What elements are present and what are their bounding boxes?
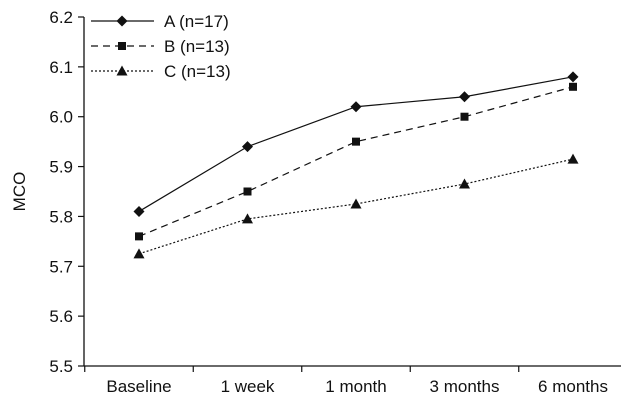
x-tick-label: 6 months xyxy=(538,377,608,396)
y-tick-label: 5.8 xyxy=(49,207,73,226)
data-point xyxy=(460,112,469,121)
legend-item: C (n=13) xyxy=(91,62,231,81)
series-line xyxy=(138,86,574,237)
series-b xyxy=(135,82,577,241)
series-a xyxy=(133,71,579,217)
data-point xyxy=(459,91,470,103)
legend-item: B (n=13) xyxy=(91,37,230,56)
legend-label: A (n=17) xyxy=(164,12,229,31)
y-tick-label: 6.0 xyxy=(49,108,73,127)
legend-marker xyxy=(116,65,128,76)
x-tick-label: 1 month xyxy=(325,377,386,396)
legend-marker xyxy=(118,42,126,50)
data-point xyxy=(133,248,145,259)
data-point xyxy=(243,187,252,196)
legend: A (n=17) B (n=13) C (n=13) xyxy=(91,12,231,81)
data-point xyxy=(133,205,145,217)
y-tick-label: 5.5 xyxy=(49,357,73,376)
series-group xyxy=(133,71,579,259)
x-axis-ticks: Baseline 1 week 1 month 3 months 6 months xyxy=(84,366,608,396)
data-point xyxy=(567,153,579,164)
y-axis-ticks: 5.5 5.6 5.7 5.8 5.9 6.0 6.1 6.2 xyxy=(49,8,84,376)
legend-marker xyxy=(116,15,128,27)
y-tick-label: 5.9 xyxy=(49,158,73,177)
x-tick-label: Baseline xyxy=(106,377,171,396)
legend-label: C (n=13) xyxy=(164,62,231,81)
data-point xyxy=(567,71,579,83)
axes xyxy=(83,17,621,367)
x-tick-label: 3 months xyxy=(430,377,500,396)
data-point xyxy=(350,101,362,113)
legend-label: B (n=13) xyxy=(164,37,230,56)
data-point xyxy=(350,198,362,209)
data-point xyxy=(352,137,360,146)
y-tick-label: 5.7 xyxy=(49,257,73,276)
data-point xyxy=(459,178,470,189)
data-point xyxy=(242,213,253,224)
y-tick-label: 5.6 xyxy=(49,307,73,326)
data-point xyxy=(242,141,253,153)
y-tick-label: 6.1 xyxy=(49,58,73,77)
x-tick-label: 1 week xyxy=(221,377,275,396)
y-axis-title: MCO xyxy=(10,172,29,212)
legend-item: A (n=17) xyxy=(91,12,229,31)
y-tick-label: 6.2 xyxy=(49,8,73,27)
series-c xyxy=(133,153,579,259)
data-point xyxy=(135,232,143,241)
data-point xyxy=(569,82,577,91)
